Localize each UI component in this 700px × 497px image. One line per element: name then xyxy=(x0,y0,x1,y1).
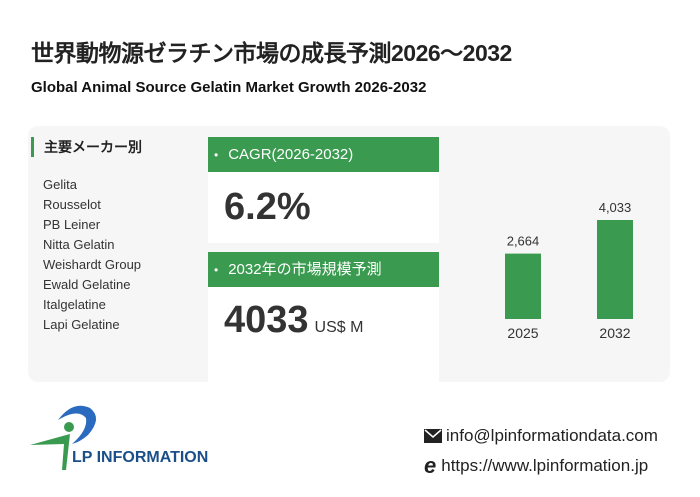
market-size-card: 4033 US$ M xyxy=(208,287,439,382)
manufacturer-item: Weishardt Group xyxy=(43,257,142,272)
cagr-label: CAGR(2026-2032) xyxy=(228,146,354,163)
manufacturer-item: Rousselot xyxy=(43,197,101,212)
manufacturer-item: Lapi Gelatine xyxy=(43,317,120,332)
envelope-icon xyxy=(424,429,442,443)
bar-value-label: 4,033 xyxy=(599,200,632,215)
bar-chart: 2,664 2025 4,033 2032 xyxy=(505,200,633,341)
logo-text: LP INFORMATION xyxy=(72,449,208,466)
lp-information-logo: LP INFORMATION xyxy=(30,405,208,470)
manufacturers-list: Gelita Rousselot PB Leiner Nitta Gelatin… xyxy=(43,175,141,335)
market-size-row: 4033 US$ M xyxy=(224,299,363,342)
manufacturer-item: Italgelatine xyxy=(43,297,106,312)
browser-e-icon: e xyxy=(424,453,437,478)
manufacturer-item: Nitta Gelatin xyxy=(43,237,115,252)
bar-value-label: 2,664 xyxy=(507,234,540,249)
manufacturers-heading: 主要メーカー別 xyxy=(31,137,142,157)
website-contact[interactable]: e https://www.lpinformation.jp xyxy=(424,453,649,478)
email-link[interactable]: info@lpinformationdata.com xyxy=(446,426,658,445)
cagr-value: 6.2% xyxy=(224,186,311,228)
manufacturer-item: PB Leiner xyxy=(43,217,101,232)
cagr-card: 6.2% xyxy=(208,172,439,243)
website-link[interactable]: https://www.lpinformation.jp xyxy=(441,456,649,475)
bullet-icon: • xyxy=(214,148,219,162)
cagr-header: • CAGR(2026-2032) xyxy=(208,137,439,172)
email-contact[interactable]: info@lpinformationdata.com xyxy=(424,426,658,446)
x-tick-label: 2032 xyxy=(599,325,630,341)
manufacturer-item: Ewald Gelatine xyxy=(43,277,131,292)
market-size-unit: US$ M xyxy=(314,319,364,336)
manufacturer-item: Gelita xyxy=(43,177,77,192)
bullet-icon: • xyxy=(214,263,219,277)
page-subtitle: Global Animal Source Gelatin Market Grow… xyxy=(31,79,427,96)
bar-2025 xyxy=(505,253,541,319)
market-size-label: 2032年の市場規模予測 xyxy=(228,261,382,278)
market-size-value: 4033 xyxy=(224,299,309,341)
x-tick-label: 2025 xyxy=(507,325,538,341)
bar-2032 xyxy=(597,220,633,319)
page-title: 世界動物源ゼラチン市場の成長予測2026～2032 xyxy=(31,40,512,66)
market-size-header: • 2032年の市場規模予測 xyxy=(208,252,439,287)
